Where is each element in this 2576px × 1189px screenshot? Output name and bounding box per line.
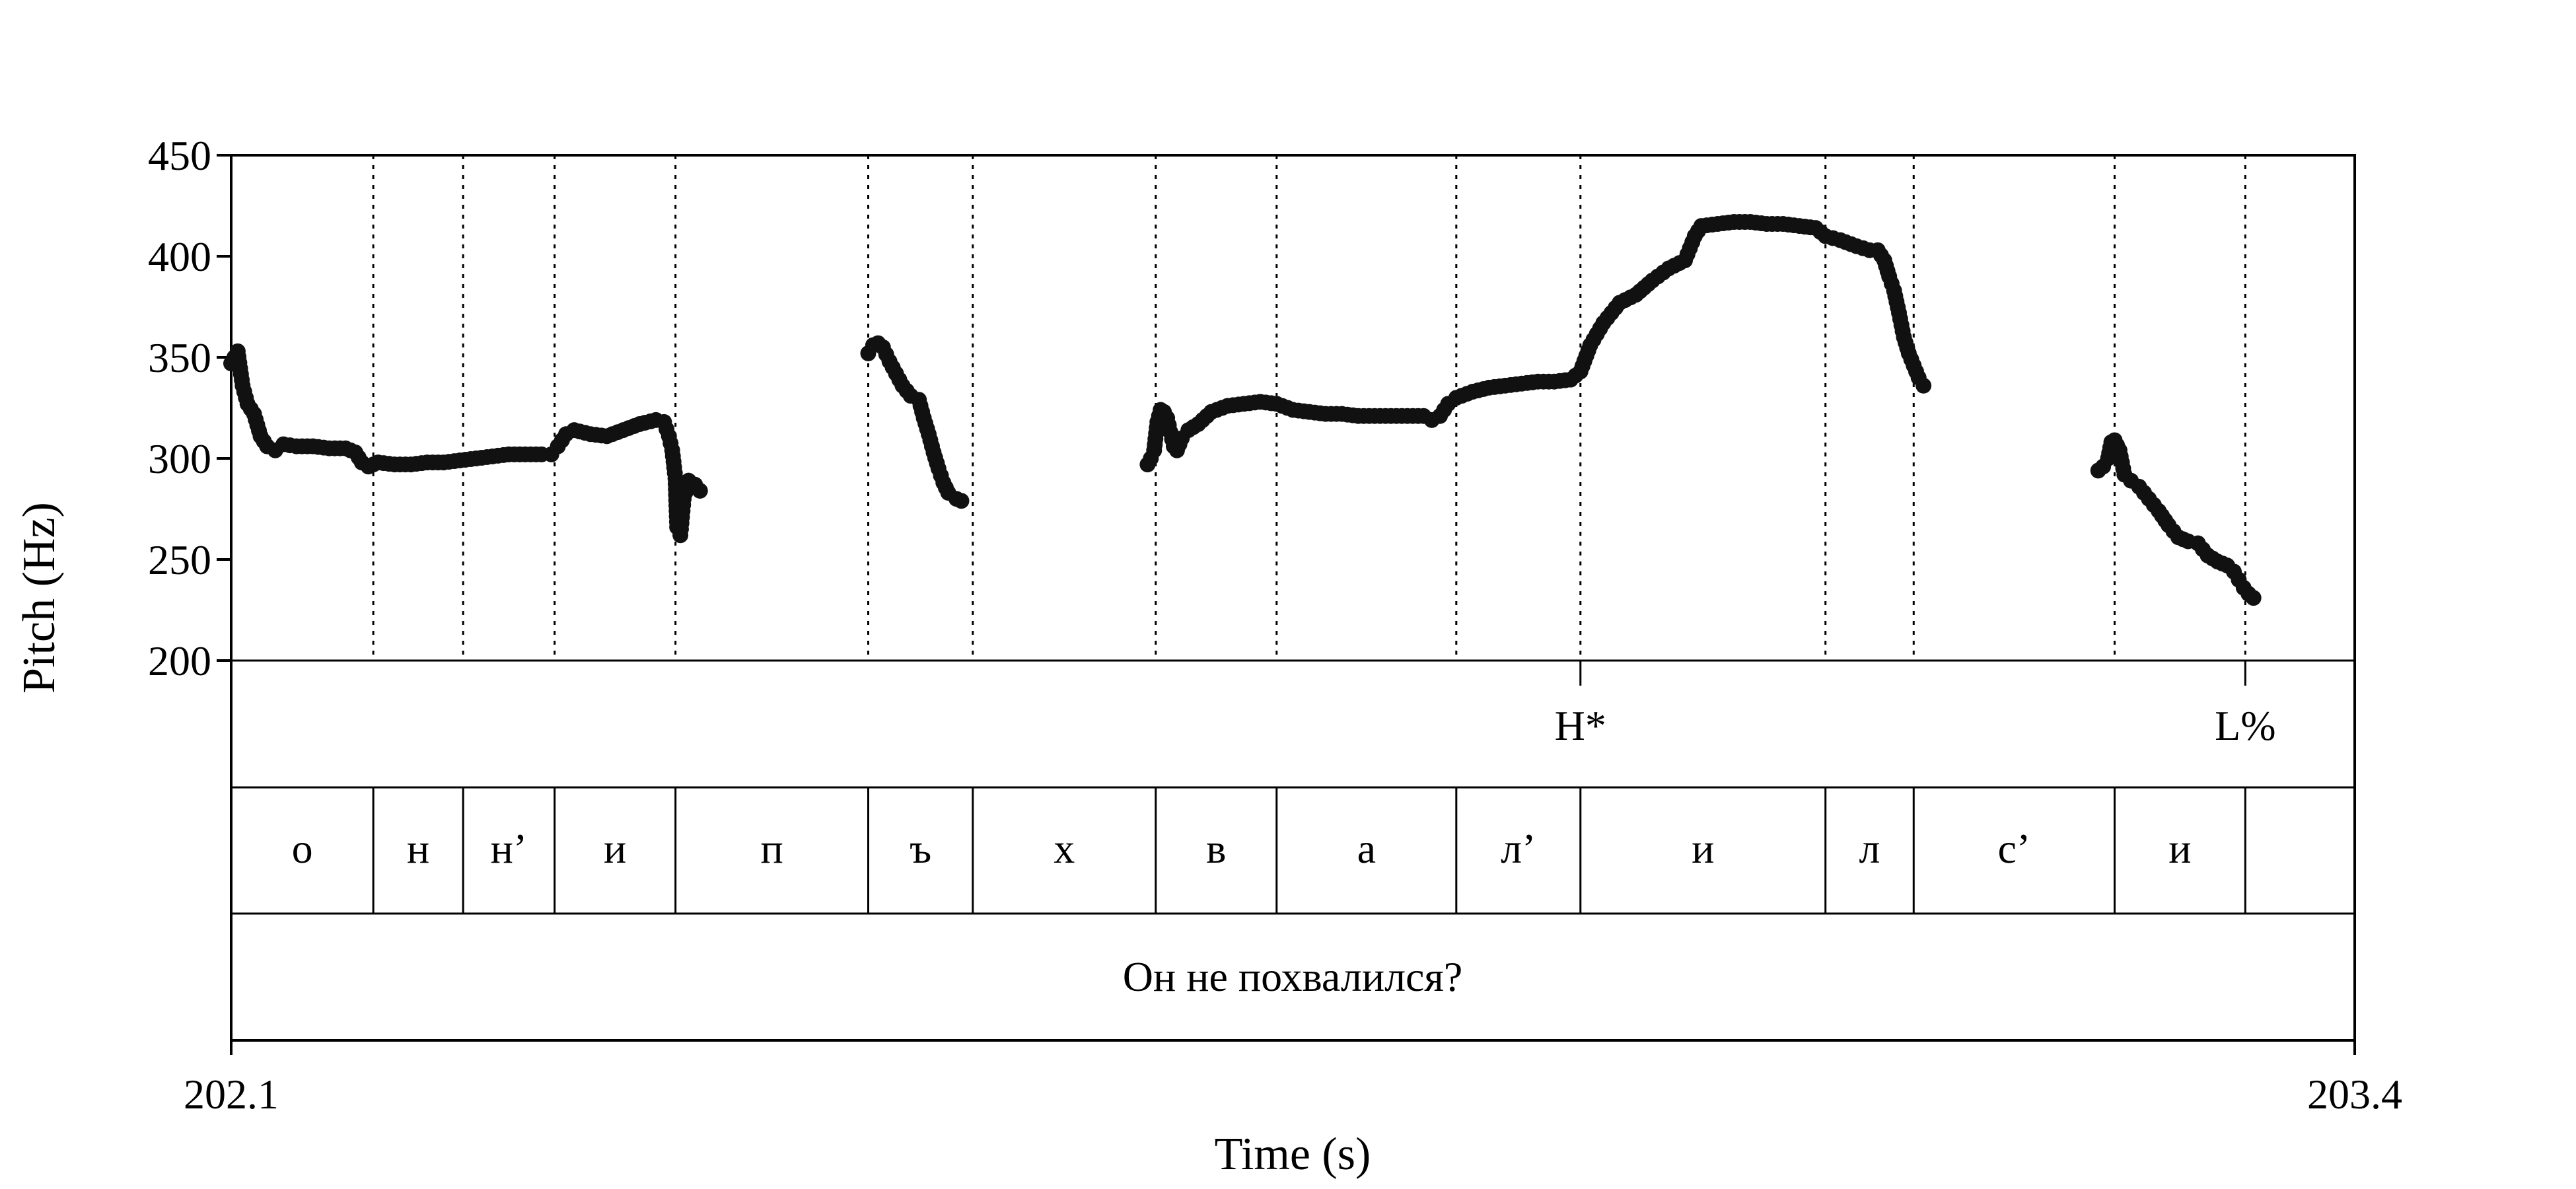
segment-label: и	[2168, 825, 2191, 872]
segment-label: х	[1054, 825, 1075, 872]
segment-boundaries	[372, 155, 2246, 914]
pitch-contours	[223, 213, 2262, 606]
segment-label: л	[1859, 825, 1880, 872]
segment-label: и	[604, 825, 626, 872]
y-axis-title: Pitch (Hz)	[14, 502, 65, 694]
y-tick-label: 250	[148, 536, 211, 583]
pitch-point	[953, 493, 970, 509]
x-axis-ticks: 202.1 203.4	[184, 1040, 2402, 1118]
pitch-point	[2245, 590, 2262, 606]
segment-label: л’	[1501, 825, 1536, 872]
segment-label: п	[760, 825, 783, 872]
segment-label: н	[407, 825, 429, 872]
y-axis-ticks: 200 250 300 350 400 450	[148, 132, 231, 684]
tone-tier: H* L%	[1555, 661, 2276, 749]
y-tick-label: 350	[148, 334, 211, 381]
segment-label: с’	[1998, 825, 2031, 872]
segment-tier: о н н’ и п ъ х в а л’ и л с’ и	[292, 825, 2192, 872]
y-tick-label: 300	[148, 435, 211, 482]
tone-label: L%	[2215, 702, 2275, 749]
y-tick-label: 200	[148, 637, 211, 684]
x-tick-label: 203.4	[2307, 1071, 2402, 1118]
y-tick-label: 450	[148, 132, 211, 179]
segment-label: а	[1357, 825, 1376, 872]
pitch-point	[1915, 377, 1932, 394]
pitch-contour	[1139, 213, 1932, 473]
x-tick-label: 202.1	[184, 1071, 279, 1118]
segment-label: о	[292, 825, 313, 872]
tone-label: H*	[1555, 702, 1606, 749]
pitch-contour	[860, 335, 970, 509]
segment-label: в	[1206, 825, 1226, 872]
segment-label: ъ	[910, 825, 931, 872]
pitch-contour	[2090, 432, 2262, 606]
segment-label: и	[1692, 825, 1714, 872]
x-axis-title: Time (s)	[1215, 1129, 1371, 1180]
sentence-label: Он не похвалился?	[1123, 953, 1463, 1000]
pitch-contour	[223, 343, 708, 544]
pitch-point	[692, 482, 708, 499]
plot-frame	[230, 154, 2356, 1042]
y-tick-label: 400	[148, 233, 211, 280]
segment-label: н’	[491, 825, 528, 872]
